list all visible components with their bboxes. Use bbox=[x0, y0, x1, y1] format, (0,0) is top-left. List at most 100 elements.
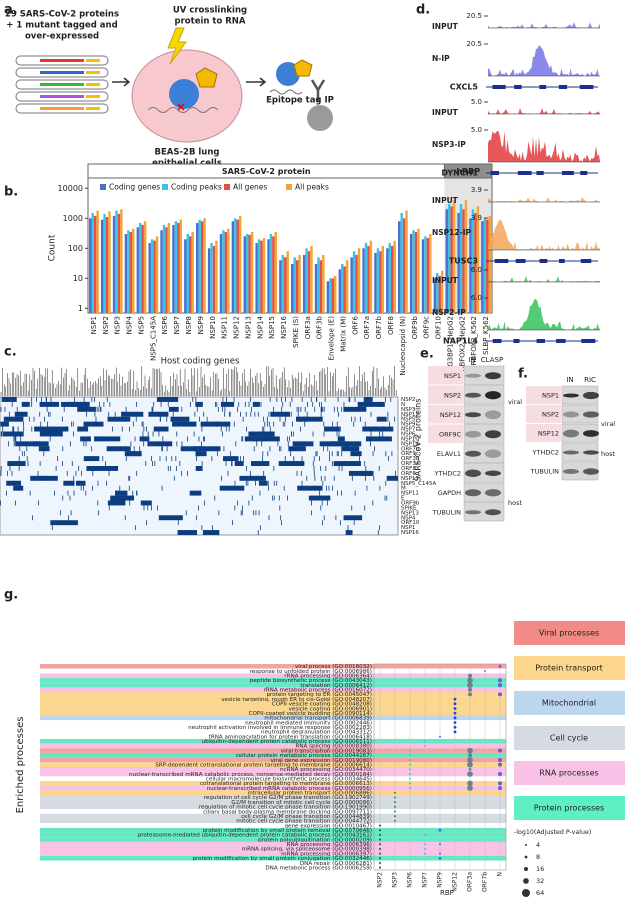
size-legend-label: 32 bbox=[536, 877, 544, 885]
bar bbox=[459, 203, 463, 313]
heat-cell bbox=[337, 406, 338, 412]
heat-cell bbox=[152, 431, 154, 437]
heat-cell bbox=[158, 515, 183, 521]
heat-cell bbox=[39, 461, 41, 466]
term-label: ubiquitin-dependent protein catabolic pr… bbox=[202, 739, 372, 745]
bar bbox=[96, 210, 99, 313]
heat-cell bbox=[354, 397, 356, 402]
row-band bbox=[40, 762, 506, 767]
track-label: INPUT bbox=[432, 108, 459, 117]
heat-cell bbox=[47, 411, 49, 417]
x-tick-label: NSP4 bbox=[126, 315, 134, 334]
heat-cell bbox=[257, 530, 259, 535]
row-band bbox=[40, 678, 506, 683]
x-tick-label: Envelope (E) bbox=[328, 316, 336, 361]
heat-cell bbox=[296, 470, 298, 476]
heat-cell bbox=[180, 446, 202, 452]
x-tick-label: ORF8 bbox=[387, 316, 395, 335]
dot bbox=[379, 843, 381, 846]
heat-cell bbox=[326, 485, 327, 491]
heat-cell bbox=[49, 436, 51, 442]
heat-cell bbox=[222, 406, 223, 412]
heat-cell bbox=[385, 480, 387, 486]
heat-cell bbox=[175, 466, 177, 471]
blot bbox=[463, 404, 505, 424]
bar bbox=[186, 233, 189, 313]
legend-box bbox=[514, 726, 625, 750]
dot bbox=[498, 692, 502, 697]
heat-cell bbox=[177, 520, 179, 526]
bar bbox=[132, 228, 135, 313]
band bbox=[465, 450, 481, 457]
band bbox=[485, 489, 501, 497]
heat-cell bbox=[177, 530, 198, 535]
heat-cell bbox=[203, 436, 204, 442]
exon bbox=[492, 339, 502, 343]
size-legend-dot bbox=[522, 889, 530, 897]
bar bbox=[198, 219, 201, 313]
heat-cell bbox=[222, 431, 223, 437]
row-band bbox=[40, 729, 506, 735]
dot bbox=[409, 758, 411, 761]
blot bbox=[463, 385, 505, 405]
heat-cell bbox=[73, 431, 74, 437]
bar bbox=[400, 213, 403, 313]
x-tick-label: NSP7 bbox=[422, 872, 429, 888]
heat-cell bbox=[133, 446, 135, 452]
bar bbox=[457, 213, 460, 313]
legend-label: Cell cycle bbox=[550, 734, 588, 743]
heat-cell bbox=[350, 451, 362, 457]
size-legend-dot bbox=[523, 878, 529, 884]
heat-cell bbox=[171, 456, 173, 462]
band bbox=[485, 391, 501, 400]
dot bbox=[379, 829, 381, 832]
dot bbox=[468, 692, 472, 697]
bar bbox=[386, 248, 389, 313]
track-label: INPUT bbox=[432, 22, 459, 31]
heat-cell bbox=[240, 456, 242, 462]
heat-cell bbox=[251, 436, 265, 442]
heat-cell bbox=[283, 485, 285, 491]
construct-text: + 1 mutant tagged and bbox=[6, 21, 117, 31]
heat-cell bbox=[248, 431, 275, 437]
heat-cell bbox=[385, 451, 387, 457]
track-label: INPUT bbox=[432, 276, 459, 285]
heat-cell bbox=[332, 485, 334, 491]
row-label: NSP12 bbox=[440, 411, 461, 419]
heat-cell bbox=[187, 470, 188, 476]
track-scale: 3.9 bbox=[471, 214, 482, 222]
heat-cell bbox=[196, 456, 197, 462]
heat-cell bbox=[358, 401, 360, 407]
heat-cell bbox=[358, 406, 360, 412]
heat-cell bbox=[13, 480, 15, 486]
heat-cell bbox=[167, 401, 169, 407]
bar bbox=[127, 230, 130, 313]
heat-cell bbox=[323, 515, 325, 521]
exon bbox=[539, 259, 548, 263]
term-label: translation (GO:0006412) bbox=[300, 683, 372, 689]
heat-cell bbox=[381, 401, 383, 407]
heat-cell bbox=[112, 426, 113, 432]
term-label: cellular macromolecule biosynthetic proc… bbox=[206, 777, 372, 783]
heat-cell bbox=[98, 406, 100, 412]
track-scale: 20.5 bbox=[466, 12, 482, 20]
bar bbox=[153, 240, 156, 313]
bar bbox=[355, 254, 358, 313]
heat-cell bbox=[80, 485, 82, 491]
heat-cell bbox=[125, 456, 127, 462]
heat-cell bbox=[279, 446, 281, 452]
heat-cell bbox=[235, 441, 237, 447]
bar bbox=[162, 224, 166, 313]
bar bbox=[272, 236, 275, 313]
heat-cell bbox=[43, 451, 45, 457]
group-label: host bbox=[508, 499, 522, 507]
term-label: cell cycle G2/M phase transition (GO:004… bbox=[241, 814, 372, 820]
heat-cell bbox=[99, 401, 100, 407]
row-band bbox=[40, 696, 506, 702]
heat-cell bbox=[3, 416, 24, 422]
heat-cell bbox=[39, 431, 63, 437]
heat-cell bbox=[262, 451, 264, 457]
bar bbox=[374, 252, 377, 313]
heat-cell bbox=[272, 495, 273, 501]
